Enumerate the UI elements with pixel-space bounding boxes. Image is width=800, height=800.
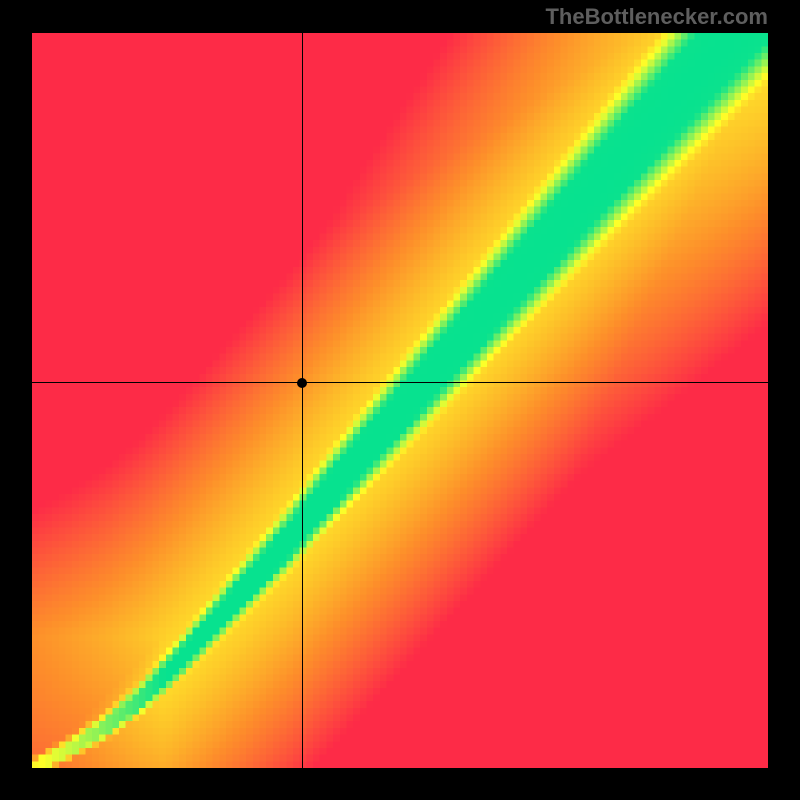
crosshair-vertical xyxy=(302,33,303,768)
heatmap-canvas xyxy=(32,33,768,768)
crosshair-horizontal xyxy=(32,382,768,383)
chart-container: TheBottlenecker.com xyxy=(0,0,800,800)
watermark-text: TheBottlenecker.com xyxy=(545,4,768,30)
marker-point xyxy=(297,378,307,388)
